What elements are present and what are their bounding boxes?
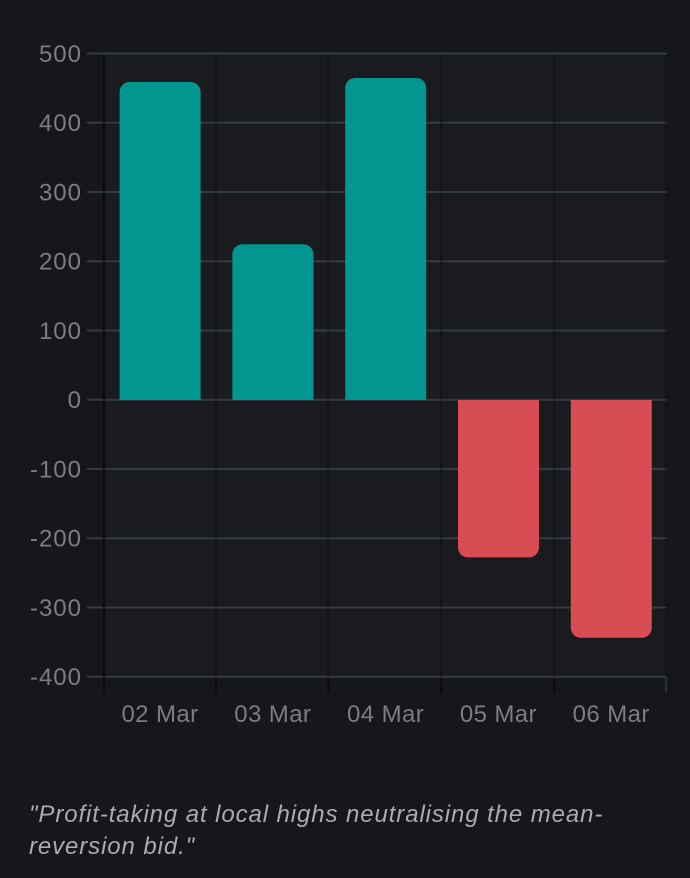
svg-text:"Profit-taking at local highs: "Profit-taking at local highs neutralisi… <box>29 801 603 828</box>
svg-text:-300: -300 <box>30 595 82 622</box>
svg-text:reversion bid.": reversion bid." <box>29 833 196 860</box>
svg-text:300: 300 <box>39 180 82 207</box>
svg-text:200: 200 <box>39 249 82 276</box>
svg-text:-200: -200 <box>30 526 82 553</box>
svg-text:02 Mar: 02 Mar <box>121 701 198 728</box>
svg-text:-100: -100 <box>30 457 82 484</box>
svg-text:03 Mar: 03 Mar <box>234 701 311 728</box>
svg-text:06 Mar: 06 Mar <box>573 701 650 728</box>
svg-text:100: 100 <box>39 318 82 345</box>
svg-text:-400: -400 <box>30 664 82 691</box>
svg-text:400: 400 <box>39 110 82 137</box>
svg-text:500: 500 <box>39 41 82 68</box>
svg-text:05 Mar: 05 Mar <box>460 701 537 728</box>
svg-text:04 Mar: 04 Mar <box>347 701 424 728</box>
svg-text:0: 0 <box>68 387 82 414</box>
